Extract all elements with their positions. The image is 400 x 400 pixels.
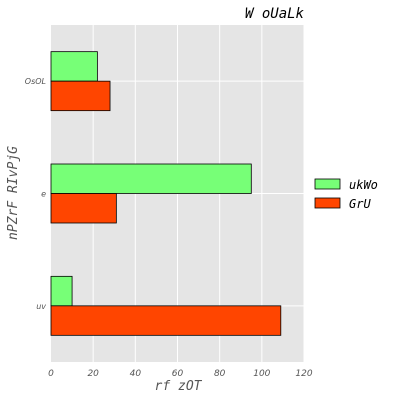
legend-swatch-ukwo	[314, 178, 341, 190]
bar-gru-1	[50, 193, 117, 224]
x-tick-label-2: 40	[130, 369, 142, 379]
x-tick-labels: 0 20 40 60 80 100 120	[48, 369, 313, 379]
y-category-label-2: uv	[36, 302, 46, 311]
legend-label-ukwo: ukWo	[349, 178, 378, 192]
y-category-label-0: OsOL	[25, 77, 46, 86]
bar-ukwo-1	[50, 163, 252, 194]
x-axis-title: rf zOT	[155, 379, 203, 394]
bar-ukwo-0	[50, 51, 98, 82]
x-tick-label-6: 120	[295, 369, 312, 379]
bars	[50, 51, 282, 336]
x-tick-label-1: 20	[87, 369, 99, 379]
y-category-label-1: e	[41, 190, 46, 199]
x-tick-label-0: 0	[48, 369, 54, 379]
legend-swatch-gru	[314, 197, 341, 209]
bar-ukwo-2	[50, 275, 73, 307]
bar-gru-2	[50, 305, 282, 336]
legend: ukWo GrU	[314, 178, 378, 211]
x-tick-label-4: 80	[214, 369, 226, 379]
bar-gru-0	[50, 80, 111, 112]
y-category-labels: OsOL e uv	[25, 77, 46, 311]
y-axis-title: nPZrF RIvPjG	[6, 146, 21, 240]
chart-title: W oUaLk	[245, 6, 305, 22]
x-tick-label-5: 100	[253, 369, 270, 379]
legend-label-gru: GrU	[349, 197, 371, 211]
x-tick-label-3: 60	[172, 369, 184, 379]
